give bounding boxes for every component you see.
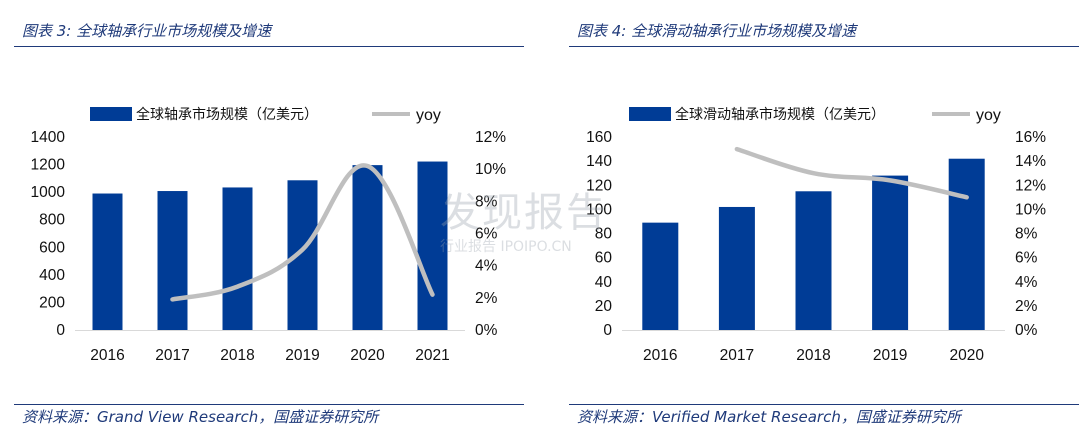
source-rule bbox=[569, 404, 1079, 405]
y-right-tick-label: 4% bbox=[1015, 274, 1038, 291]
x-tick-label: 2019 bbox=[285, 347, 319, 364]
legend-bar-label: 全球滑动轴承市场规模（亿美元） bbox=[675, 106, 885, 123]
bar bbox=[795, 191, 832, 330]
yoy-line bbox=[734, 146, 969, 200]
y-right-tick-label: 2% bbox=[1015, 298, 1038, 315]
x-tick-label: 2017 bbox=[155, 347, 189, 364]
y-right-tick-label: 6% bbox=[1015, 250, 1038, 267]
y-left-tick-label: 160 bbox=[586, 129, 612, 146]
y-left-tick-label: 80 bbox=[595, 226, 613, 243]
y-right-tick-label: 10% bbox=[1015, 201, 1046, 218]
yoy-line bbox=[170, 163, 435, 302]
chart-panel-left: 图表 3: 全球轴承行业市场规模及增速 全球轴承市场规模（亿美元） yoy 0 200… bbox=[0, 0, 530, 444]
legend-bar-swatch bbox=[90, 107, 132, 121]
title-rule bbox=[14, 46, 524, 47]
legend-bar-label: 全球轴承市场规模（亿美元） bbox=[136, 106, 318, 123]
y-right-tick-label: 8% bbox=[1015, 226, 1038, 243]
bar bbox=[92, 193, 123, 330]
y-left-tick-label: 20 bbox=[595, 298, 613, 315]
chart-title: 图表 4: 全球滑动轴承行业市场规模及增速 bbox=[577, 22, 857, 40]
y-left-tick-label: 600 bbox=[39, 239, 65, 256]
bar bbox=[222, 187, 253, 330]
x-tick-label: 2017 bbox=[720, 347, 754, 364]
y-right-tick-label: 0% bbox=[1015, 322, 1038, 339]
y-left-tick-label: 1200 bbox=[31, 157, 66, 174]
x-tick-label: 2016 bbox=[90, 347, 124, 364]
source-note: 资料来源：Verified Market Research，国盛证券研究所 bbox=[577, 408, 961, 426]
y-right-tick-label: 14% bbox=[1015, 153, 1046, 170]
bar bbox=[642, 222, 679, 330]
legend-line-label: yoy bbox=[976, 107, 1001, 124]
x-tick-label: 2016 bbox=[643, 347, 677, 364]
y-right-tick-label: 4% bbox=[475, 258, 498, 275]
y-left-tick-label: 120 bbox=[586, 177, 612, 194]
bar bbox=[352, 165, 383, 330]
chart-svg: 全球轴承市场规模（亿美元） yoy 0 200 400 600 800 1000 1200 140… bbox=[31, 106, 507, 364]
x-tick-label: 2019 bbox=[873, 347, 907, 364]
chart-title: 图表 3: 全球轴承行业市场规模及增速 bbox=[22, 22, 272, 40]
x-tick-label: 2018 bbox=[796, 347, 830, 364]
source-rule bbox=[14, 404, 524, 405]
y-left-tick-label: 60 bbox=[595, 250, 613, 267]
chart-svg: 全球滑动轴承市场规模（亿美元） yoy 0 20 40 60 80 100 120 140 160 0… bbox=[586, 106, 1046, 364]
legend-bar-swatch bbox=[629, 107, 671, 121]
y-left-tick-label: 140 bbox=[586, 153, 612, 170]
x-tick-label: 2020 bbox=[949, 347, 984, 364]
x-tick-label: 2021 bbox=[415, 347, 449, 364]
y-left-tick-label: 0 bbox=[56, 322, 65, 339]
y-left-tick-label: 800 bbox=[39, 212, 65, 229]
y-right-tick-label: 0% bbox=[475, 322, 498, 339]
chart-panel-right: 图表 4: 全球滑动轴承行业市场规模及增速 全球滑动轴承市场规模（亿美元） yoy… bbox=[555, 0, 1085, 444]
y-right-tick-label: 8% bbox=[475, 193, 498, 210]
y-left-tick-label: 100 bbox=[586, 201, 612, 218]
y-left-tick-label: 400 bbox=[39, 267, 65, 284]
y-left-tick-label: 1400 bbox=[31, 129, 66, 146]
bar bbox=[417, 161, 448, 330]
y-left-tick-label: 0 bbox=[603, 322, 612, 339]
x-tick-label: 2020 bbox=[350, 347, 385, 364]
bar bbox=[948, 158, 985, 330]
y-right-tick-label: 16% bbox=[1015, 129, 1046, 146]
bar bbox=[718, 206, 755, 330]
y-right-tick-label: 12% bbox=[1015, 177, 1046, 194]
title-rule bbox=[569, 46, 1079, 47]
y-right-tick-label: 6% bbox=[475, 226, 498, 243]
y-right-tick-label: 12% bbox=[475, 129, 506, 146]
y-left-tick-label: 1000 bbox=[31, 184, 66, 201]
y-right-tick-label: 10% bbox=[475, 161, 506, 178]
legend-line-label: yoy bbox=[416, 107, 441, 124]
bar bbox=[872, 175, 909, 330]
y-left-tick-label: 40 bbox=[595, 274, 613, 291]
bar bbox=[287, 180, 318, 330]
y-right-tick-label: 2% bbox=[475, 290, 498, 307]
bar bbox=[157, 191, 188, 330]
y-left-tick-label: 200 bbox=[39, 294, 65, 311]
x-tick-label: 2018 bbox=[220, 347, 254, 364]
source-note: 资料来源：Grand View Research，国盛证券研究所 bbox=[22, 408, 379, 426]
